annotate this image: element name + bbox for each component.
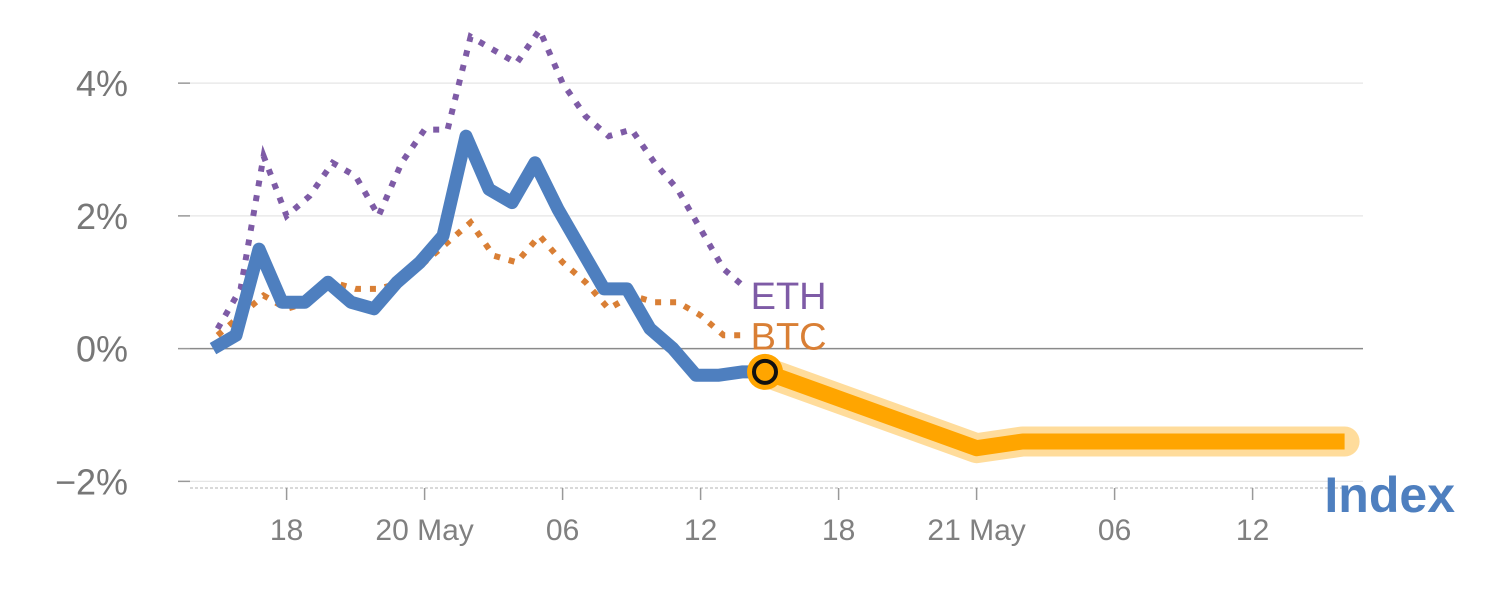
x-tick-label: 18: [822, 514, 855, 547]
y-tick-label: 4%: [76, 63, 128, 104]
index-line: [209, 129, 765, 382]
forecast-line: [762, 364, 1345, 457]
eth-line: [215, 23, 749, 331]
y-axis-ticks: −2% 0% 2% 4%: [55, 63, 190, 502]
series-labels: ETH BTC Index: [751, 276, 1456, 523]
index-series-label: Index: [1324, 467, 1455, 523]
marker-inner-ring: [752, 358, 778, 385]
x-axis-ticks: 18 20 May 06 12 18 21 May 06 12: [270, 488, 1269, 547]
btc-series-label: BTC: [751, 316, 827, 358]
eth-series-label: ETH: [751, 276, 827, 318]
x-tick-label: 12: [1236, 514, 1269, 547]
x-tick-label: 20 May: [375, 514, 473, 547]
series-lines: [209, 23, 1360, 464]
x-tick-label: 06: [1098, 514, 1131, 547]
x-tick-label: 21 May: [927, 514, 1025, 547]
grid-lines: [190, 82, 1363, 482]
y-tick-label: 2%: [76, 196, 128, 237]
x-tick-label: 06: [546, 514, 579, 547]
y-tick-label: −2%: [55, 461, 128, 502]
btc-line: [215, 218, 747, 339]
x-tick-label: 18: [270, 514, 303, 547]
x-tick-label: 12: [684, 514, 717, 547]
current-point-marker: [747, 353, 783, 390]
y-tick-label: 0%: [76, 329, 128, 370]
